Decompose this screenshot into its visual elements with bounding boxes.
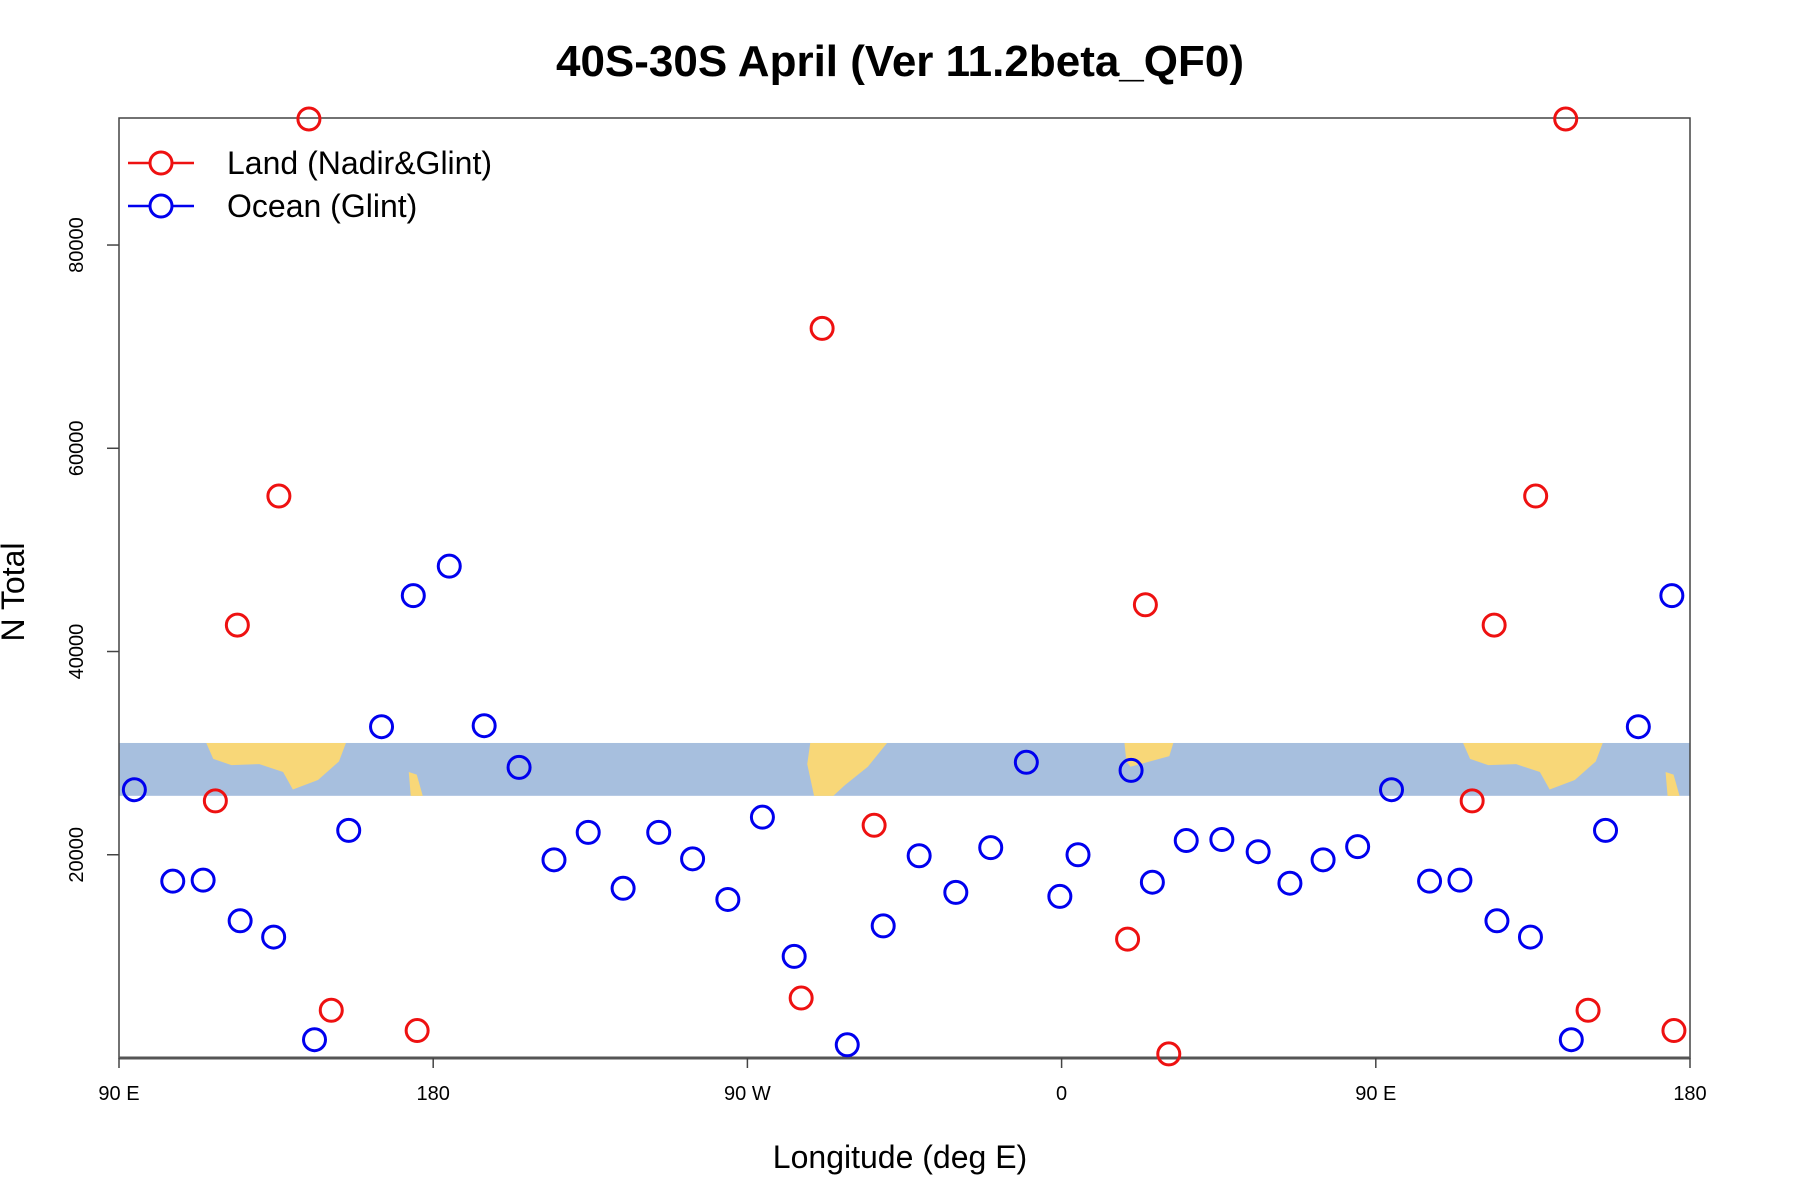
land-point: [296, 106, 322, 132]
ocean-point: [870, 913, 896, 939]
land-point: [1481, 612, 1507, 638]
data-points: [121, 106, 1687, 1067]
ocean-point: [943, 879, 969, 905]
x-axis-label: Longitude (deg E): [773, 1139, 1027, 1175]
legend: Land (Nadir&Glint) Ocean (Glint): [128, 145, 492, 224]
ocean-point: [749, 804, 775, 830]
ocean-point: [1625, 714, 1651, 740]
ocean-point: [1310, 847, 1336, 873]
x-tick-label: 180: [417, 1083, 450, 1105]
x-tick-label: 90 E: [1355, 1083, 1396, 1105]
ocean-point: [121, 777, 147, 803]
ocean-point: [1517, 924, 1543, 950]
map-land-south-america: [807, 742, 888, 796]
plot-area-frame: [118, 117, 1691, 1059]
ocean-point: [506, 754, 532, 780]
land-point: [404, 1018, 430, 1044]
land-point: [1553, 106, 1579, 132]
land-point: [1156, 1041, 1182, 1067]
land-point: [1459, 788, 1485, 814]
y-tick-label: 40000: [66, 624, 88, 680]
legend-ocean-label: Ocean (Glint): [227, 188, 417, 224]
ocean-point: [1345, 834, 1371, 860]
land-point: [266, 483, 292, 509]
ocean-point: [1593, 817, 1619, 843]
x-tick-label: 0: [1056, 1083, 1067, 1105]
ocean-point: [1558, 1027, 1584, 1053]
y-tick-label: 80000: [66, 217, 88, 273]
map-ocean-band: [119, 742, 1690, 796]
x-tick-label: 180: [1673, 1083, 1706, 1105]
land-point: [1523, 483, 1549, 509]
ocean-point: [227, 908, 253, 934]
x-axis-ticks: 90 E 180 90 W 0 90 E 180: [98, 1058, 1707, 1105]
ocean-point: [160, 868, 186, 894]
ocean-point: [978, 835, 1004, 861]
ocean-point: [1245, 839, 1271, 865]
ocean-point: [1173, 828, 1199, 854]
ocean-point: [1379, 777, 1405, 803]
x-tick-label: 90 E: [98, 1083, 139, 1105]
land-point: [1132, 592, 1158, 618]
ocean-point: [1659, 583, 1685, 609]
legend-ocean-marker: [148, 193, 174, 219]
y-axis-ticks: 20000 40000 60000 80000: [66, 217, 119, 883]
y-tick-label: 20000: [66, 827, 88, 883]
land-point: [202, 788, 228, 814]
ocean-point: [400, 583, 426, 609]
chart-title: 40S-30S April (Ver 11.2beta_QF0): [556, 37, 1244, 86]
ocean-point: [1118, 757, 1144, 783]
ocean-point: [715, 886, 741, 912]
ocean-point: [302, 1027, 328, 1053]
ocean-point: [261, 924, 287, 950]
ocean-point: [541, 847, 567, 873]
ocean-point: [336, 817, 362, 843]
ocean-point: [646, 819, 672, 845]
ocean-point: [1484, 908, 1510, 934]
land-point: [809, 315, 835, 341]
ocean-point: [610, 875, 636, 901]
land-point: [1575, 997, 1601, 1023]
map-land-new-zealand: [1665, 772, 1680, 796]
ocean-point: [1447, 867, 1473, 893]
land-point: [1661, 1018, 1687, 1044]
x-tick-label: 90 W: [724, 1083, 771, 1105]
ocean-point: [1277, 870, 1303, 896]
map-land-australia: [206, 742, 346, 790]
ocean-point: [781, 943, 807, 969]
map-land-australia: [1463, 742, 1603, 790]
world-map-strip: [119, 742, 1690, 796]
land-point: [1115, 926, 1141, 952]
land-point: [861, 812, 887, 838]
map-land-new-zealand: [408, 772, 423, 796]
land-point: [318, 997, 344, 1023]
ocean-point: [1047, 883, 1073, 909]
ocean-point: [1209, 827, 1235, 853]
ocean-point: [436, 553, 462, 579]
ocean-point: [680, 846, 706, 872]
y-axis-label: N Total: [0, 542, 31, 641]
ocean-point: [1417, 868, 1443, 894]
ocean-point: [369, 714, 395, 740]
ocean-point: [834, 1032, 860, 1058]
y-tick-label: 60000: [66, 420, 88, 476]
land-point: [788, 985, 814, 1011]
ocean-point: [1139, 869, 1165, 895]
legend-land-label: Land (Nadir&Glint): [227, 145, 492, 181]
ocean-point: [471, 713, 497, 739]
ocean-point: [575, 819, 601, 845]
ocean-point: [190, 867, 216, 893]
legend-land-marker: [148, 150, 174, 176]
land-point: [224, 612, 250, 638]
ocean-point: [1065, 842, 1091, 868]
ocean-point: [906, 843, 932, 869]
ocean-point: [1013, 749, 1039, 775]
